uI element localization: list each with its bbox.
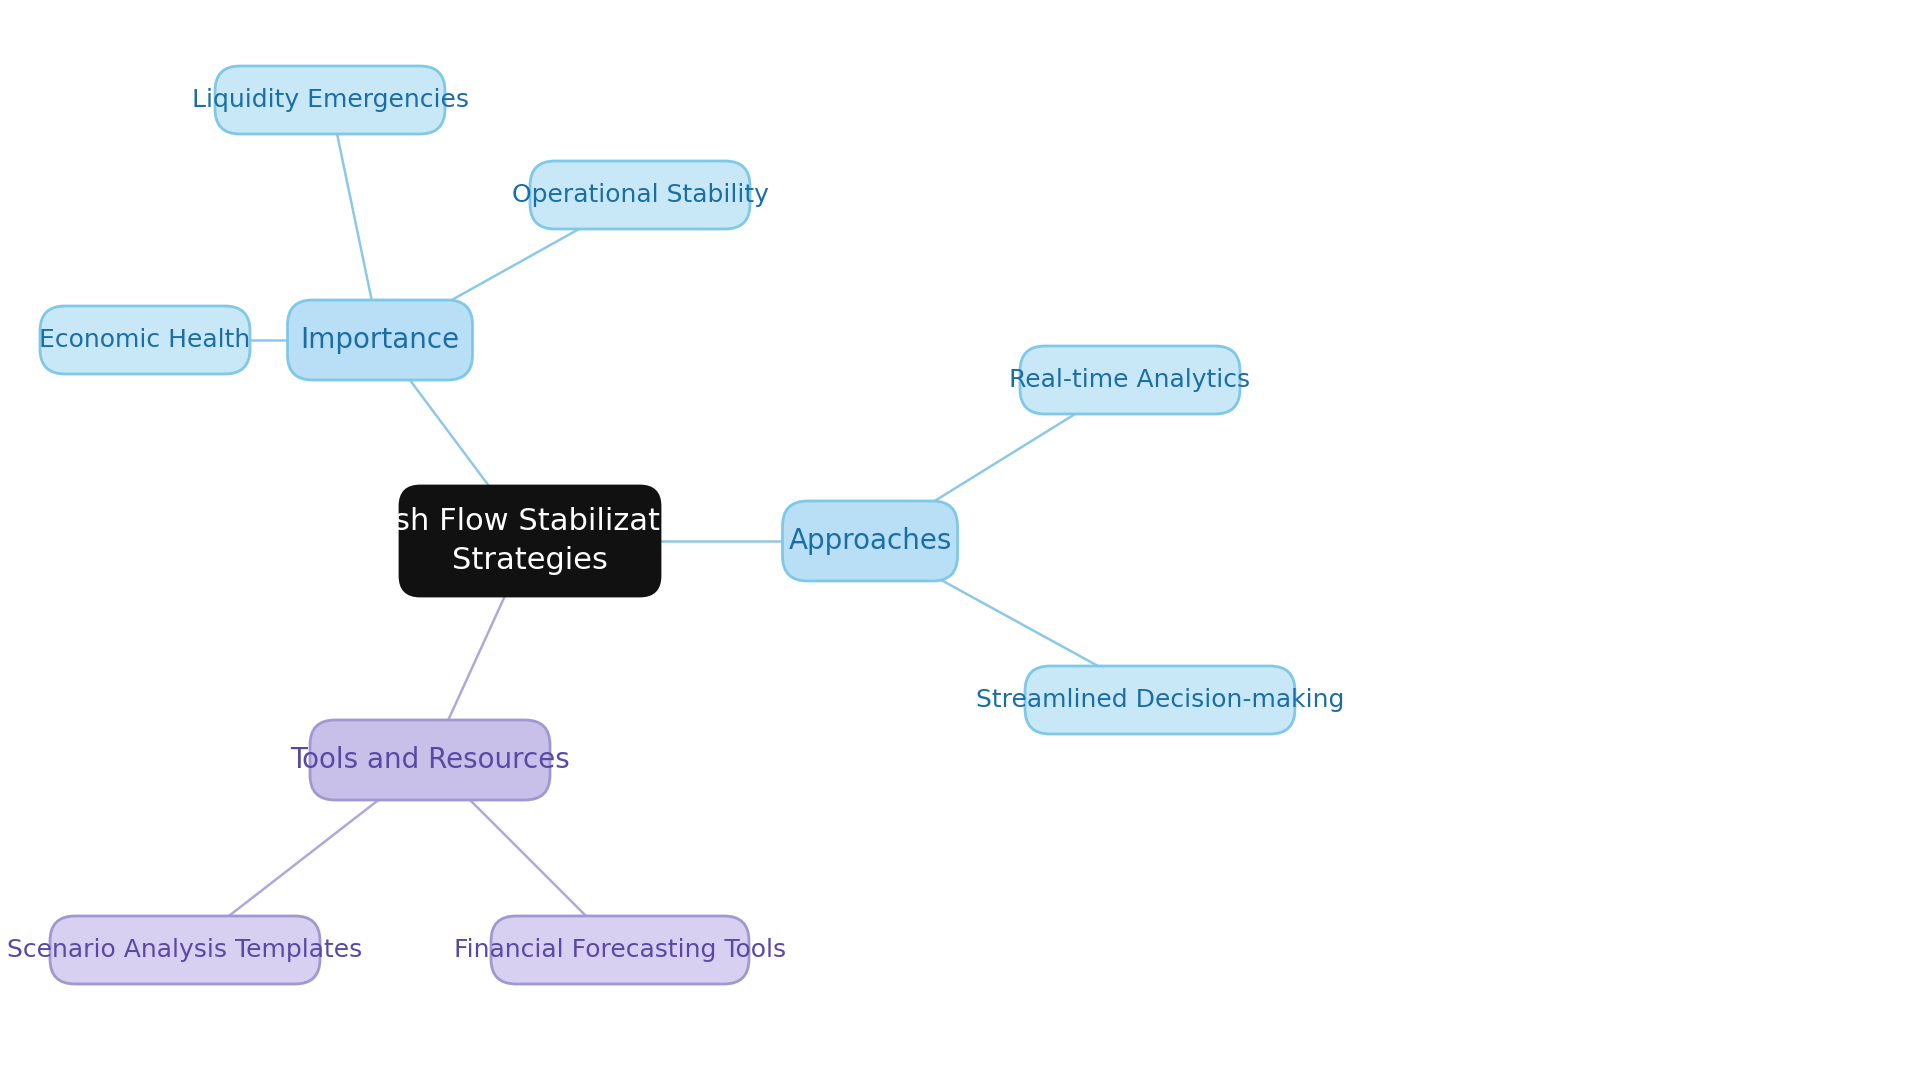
FancyBboxPatch shape [50, 916, 321, 984]
FancyBboxPatch shape [40, 306, 250, 374]
Text: Liquidity Emergencies: Liquidity Emergencies [192, 88, 468, 112]
Text: Financial Forecasting Tools: Financial Forecasting Tools [453, 938, 785, 962]
FancyBboxPatch shape [309, 720, 549, 800]
FancyBboxPatch shape [1020, 345, 1240, 414]
Text: Cash Flow Stabilization
Strategies: Cash Flow Stabilization Strategies [353, 508, 707, 575]
FancyBboxPatch shape [288, 300, 472, 380]
Text: Streamlined Decision-making: Streamlined Decision-making [975, 688, 1344, 712]
Text: Operational Stability: Operational Stability [511, 183, 768, 207]
FancyBboxPatch shape [530, 161, 751, 229]
Text: Approaches: Approaches [789, 527, 952, 554]
FancyBboxPatch shape [215, 66, 445, 134]
FancyBboxPatch shape [1025, 666, 1294, 734]
Text: Scenario Analysis Templates: Scenario Analysis Templates [8, 938, 363, 962]
Text: Real-time Analytics: Real-time Analytics [1010, 368, 1250, 392]
FancyBboxPatch shape [492, 916, 749, 984]
FancyBboxPatch shape [399, 486, 660, 596]
Text: Importance: Importance [300, 326, 459, 354]
FancyBboxPatch shape [783, 501, 958, 580]
Text: Economic Health: Economic Health [40, 328, 252, 352]
Text: Tools and Resources: Tools and Resources [290, 746, 570, 774]
